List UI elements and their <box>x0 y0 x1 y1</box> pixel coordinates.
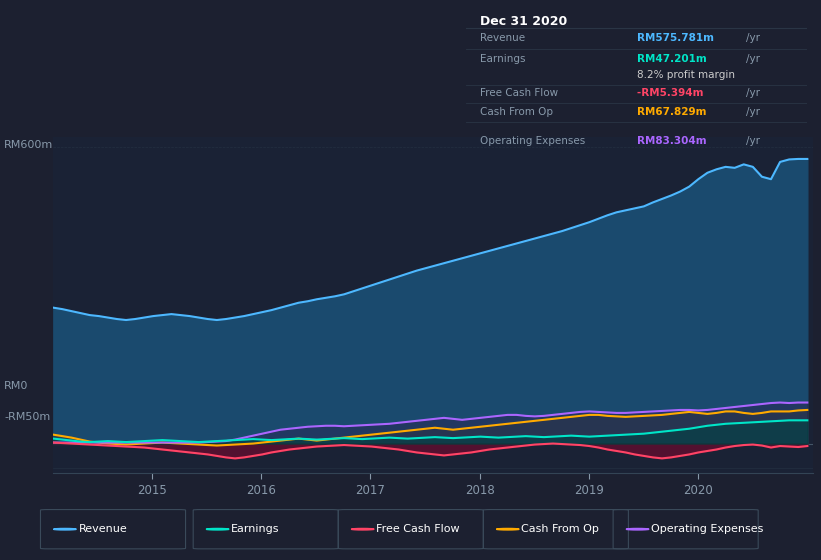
Text: RM575.781m: RM575.781m <box>637 33 718 43</box>
Text: /yr: /yr <box>745 54 759 64</box>
Text: -RM50m: -RM50m <box>4 412 50 422</box>
Text: /yr: /yr <box>745 136 759 146</box>
Text: Free Cash Flow: Free Cash Flow <box>480 88 558 99</box>
Text: Earnings: Earnings <box>232 524 280 534</box>
Circle shape <box>626 529 649 530</box>
Text: Operating Expenses: Operating Expenses <box>480 136 585 146</box>
Circle shape <box>53 529 76 530</box>
Text: Earnings: Earnings <box>480 54 525 64</box>
Text: RM47.201m: RM47.201m <box>637 54 710 64</box>
Text: RM0: RM0 <box>4 381 29 391</box>
Text: Free Cash Flow: Free Cash Flow <box>377 524 460 534</box>
Text: Revenue: Revenue <box>480 33 525 43</box>
Text: -RM5.394m: -RM5.394m <box>637 88 707 99</box>
Text: /yr: /yr <box>745 88 759 99</box>
Text: Cash From Op: Cash From Op <box>521 524 599 534</box>
Circle shape <box>497 529 519 530</box>
Circle shape <box>206 529 229 530</box>
Text: Cash From Op: Cash From Op <box>480 107 553 117</box>
Circle shape <box>351 529 374 530</box>
Text: Operating Expenses: Operating Expenses <box>651 524 764 534</box>
Text: Revenue: Revenue <box>79 524 127 534</box>
Text: RM83.304m: RM83.304m <box>637 136 710 146</box>
Text: 8.2% profit margin: 8.2% profit margin <box>637 70 735 80</box>
Text: Dec 31 2020: Dec 31 2020 <box>480 15 567 27</box>
Text: /yr: /yr <box>745 33 759 43</box>
Text: RM600m: RM600m <box>4 141 53 151</box>
Text: /yr: /yr <box>745 107 759 117</box>
Text: RM67.829m: RM67.829m <box>637 107 710 117</box>
